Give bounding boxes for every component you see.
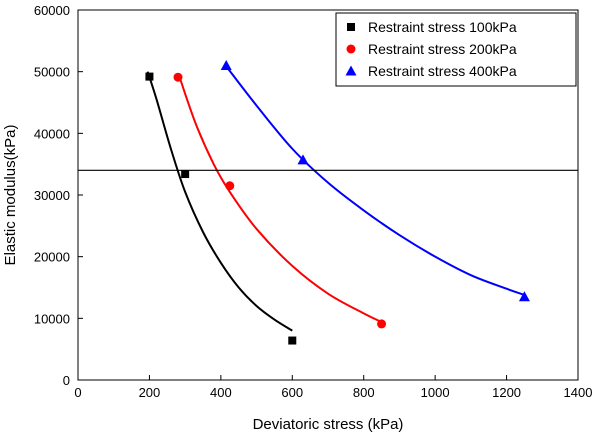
legend: Restraint stress 100kPa Restraint stress … <box>335 12 577 87</box>
axis-ticks: 0 200 400 600 800 1000 1200 1400 0 10000 20000 3000… <box>34 3 593 400</box>
fit-curve-2 <box>178 77 383 323</box>
y-tick-label-4: 40000 <box>34 126 70 141</box>
y-tick-label-0: 0 <box>63 373 70 388</box>
legend-label-1: Restraint stress 100kPa <box>368 19 517 35</box>
y-tick-label-3: 30000 <box>34 188 70 203</box>
legend-box <box>335 12 577 87</box>
data-point-s2-3 <box>377 319 387 329</box>
legend-marker-1 <box>347 23 355 31</box>
data-point-s2-2 <box>225 181 235 191</box>
data-point-s1-3 <box>288 336 297 345</box>
x-axis-title: Deviatoric stress (kPa) <box>253 416 404 433</box>
data-point-s1-1 <box>145 72 154 81</box>
x-tick-label-7: 1400 <box>564 385 593 400</box>
x-tick-label-3: 600 <box>281 385 303 400</box>
legend-marker-3 <box>345 65 357 76</box>
y-axis-title: Elastic modulus(kPa) <box>2 125 19 266</box>
y-tick-label-1: 10000 <box>34 311 70 326</box>
fit-curve-1 <box>146 71 293 332</box>
fit-curve-3 <box>227 67 525 296</box>
x-tick-label-1: 200 <box>139 385 161 400</box>
data-point-s3-2 <box>297 154 309 165</box>
data-point-s1-2 <box>181 170 190 179</box>
data-point-s3-1 <box>220 60 232 70</box>
y-tick-label-6: 60000 <box>34 3 70 18</box>
legend-label-2: Restraint stress 200kPa <box>368 41 517 57</box>
y-tick-label-5: 50000 <box>34 65 70 80</box>
legend-label-3: Restraint stress 400kPa <box>368 63 517 79</box>
x-tick-label-4: 800 <box>353 385 375 400</box>
x-tick-label-2: 400 <box>210 385 232 400</box>
x-tick-label-0: 0 <box>74 385 81 400</box>
y-tick-label-2: 20000 <box>34 250 70 265</box>
fit-curves <box>146 67 525 332</box>
x-tick-label-6: 1200 <box>492 385 521 400</box>
x-tick-label-5: 1000 <box>421 385 450 400</box>
data-point-s2-1 <box>173 72 183 82</box>
legend-marker-2 <box>346 44 356 54</box>
data-markers <box>145 60 530 345</box>
data-point-s3-3 <box>518 291 530 302</box>
